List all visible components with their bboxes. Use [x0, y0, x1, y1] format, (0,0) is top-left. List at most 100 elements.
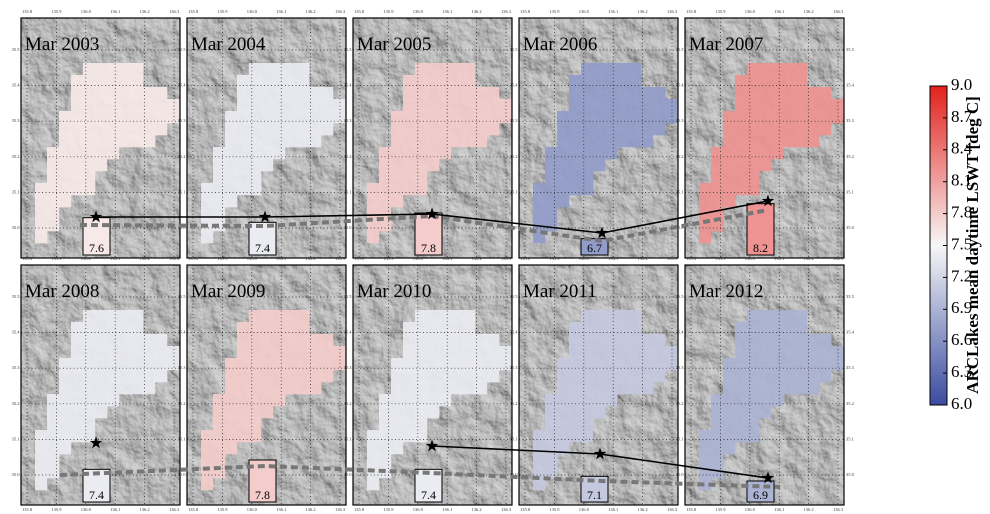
lake-cell [261, 310, 273, 322]
y-tick-label: 35.5 [12, 47, 21, 52]
lake-cell [605, 394, 617, 406]
y-tick-label: 35.4 [178, 330, 187, 335]
y-tick-label: 35.4 [676, 83, 685, 88]
lake-cell [261, 147, 273, 159]
x-tick-label: 135.9 [217, 507, 228, 512]
lake-cell [261, 406, 273, 418]
lake-cell [427, 159, 439, 171]
lake-cell [427, 99, 439, 111]
lake-cell [297, 334, 309, 346]
lake-cell [415, 171, 427, 183]
bar-value-label: 7.8 [421, 241, 436, 255]
lake-cell [119, 87, 131, 99]
lake-cell [735, 123, 747, 135]
colorbar-tick-label: 8.1 [951, 171, 972, 190]
lake-cell [819, 123, 831, 135]
lake-cell [379, 183, 391, 195]
lake-cell [83, 430, 95, 442]
lake-cell [759, 394, 771, 406]
lake-cell [403, 171, 415, 183]
lake-cell [581, 382, 593, 394]
y-tick-label: 35.4 [846, 330, 855, 335]
lake-cell [617, 370, 629, 382]
lake-cell [131, 63, 143, 75]
lake-cell [261, 99, 273, 111]
lake-cell [783, 123, 795, 135]
lake-cell [367, 478, 379, 490]
lake-cell [653, 87, 665, 99]
x-tick-label: 136.0 [579, 507, 590, 512]
lake-cell [237, 99, 249, 111]
lake-cell [237, 87, 249, 99]
lake-cell [593, 370, 605, 382]
lake-cell [783, 370, 795, 382]
lake-cell [557, 111, 569, 123]
lake-cell [723, 159, 735, 171]
lake-cell [237, 406, 249, 418]
x-tick-label: 136.3 [667, 507, 678, 512]
lake-cell [83, 159, 95, 171]
bar-value-label: 7.4 [89, 488, 104, 502]
lake-cell [747, 394, 759, 406]
lake-cell [379, 147, 391, 159]
lake-cell [321, 346, 333, 358]
colorbar-tick-label: 7.8 [951, 203, 972, 222]
lake-cell [771, 382, 783, 394]
x-tick-label: 135.8 [188, 507, 199, 512]
lake-cell [237, 430, 249, 442]
lake-cell [391, 147, 403, 159]
lake-cell [261, 63, 273, 75]
lake-cell [35, 466, 47, 478]
lake-cell [83, 346, 95, 358]
lake-cell [735, 418, 747, 430]
lake-cell [783, 310, 795, 322]
lake-cell [213, 159, 225, 171]
y-tick-label: 35.1 [12, 436, 20, 441]
lake-cell [795, 87, 807, 99]
lake-cell [297, 123, 309, 135]
x-tick-label: 136.2 [306, 256, 316, 261]
map-panel: 135.8135.9136.0136.1136.2136.335.035.035… [676, 9, 855, 258]
lake-cell [569, 135, 581, 147]
lake-cell [391, 394, 403, 406]
lake-cell [735, 159, 747, 171]
lake-cell [249, 418, 261, 430]
y-tick-label: 35.4 [676, 330, 685, 335]
lake-cell [225, 370, 237, 382]
lake-cell [581, 99, 593, 111]
y-tick-label: 35.3 [510, 365, 519, 370]
lake-cell [83, 418, 95, 430]
map-panel: 135.8135.9136.0136.1136.2136.335.035.135… [510, 9, 678, 258]
y-tick-label: 35.2 [178, 401, 186, 406]
lake-cell [155, 123, 167, 135]
x-tick-label: 135.8 [354, 9, 365, 14]
lake-cell [711, 195, 723, 207]
lake-cell [213, 147, 225, 159]
lake-cell [463, 334, 475, 346]
y-tick-label: 35.4 [344, 330, 353, 335]
lake-cell [795, 135, 807, 147]
lake-cell [605, 382, 617, 394]
x-tick-label: 135.9 [51, 256, 62, 261]
lake-cell [569, 99, 581, 111]
lake-cell [699, 231, 711, 243]
y-tick-label: 35.3 [846, 365, 855, 370]
lake-cell [261, 370, 273, 382]
lake-cell [261, 346, 273, 358]
colorbar-tick-label: 8.7 [951, 107, 973, 126]
lake-cell [225, 123, 237, 135]
lake-cell [249, 87, 261, 99]
lake-cell [605, 346, 617, 358]
lake-cell [427, 406, 439, 418]
x-tick-label: 136.1 [442, 507, 452, 512]
lake-cell [557, 382, 569, 394]
y-tick-label: 35.5 [344, 47, 353, 52]
bar-value-label: 7.6 [89, 241, 104, 255]
lake-cell [225, 442, 237, 454]
lake-cell [415, 370, 427, 382]
lake-cell [71, 418, 83, 430]
lake-cell [201, 442, 213, 454]
lake-cell [771, 99, 783, 111]
lake-cell [47, 183, 59, 195]
lake-cell [759, 147, 771, 159]
